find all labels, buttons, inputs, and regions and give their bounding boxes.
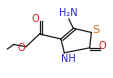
Text: O: O <box>98 41 105 51</box>
Text: O: O <box>18 43 25 53</box>
Text: S: S <box>92 25 99 35</box>
Text: NH: NH <box>60 54 75 64</box>
Text: O: O <box>32 14 39 24</box>
Text: H₂N: H₂N <box>58 8 77 18</box>
